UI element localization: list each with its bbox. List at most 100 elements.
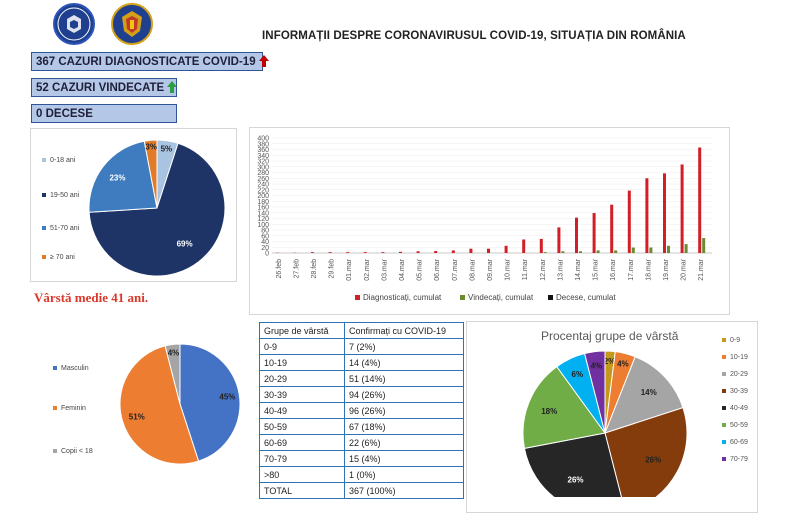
x-tick-label: 03.mar [381, 258, 388, 280]
x-tick-label: 14.mar [575, 258, 582, 280]
x-tick-label: 04.mar [399, 258, 406, 280]
bar-diagnosed [540, 239, 543, 253]
bar-diagnosed [452, 250, 455, 253]
agepct-legend-item: 10-19 [722, 354, 748, 371]
agepct-pie-label-1: 4% [617, 359, 629, 368]
x-tick-label: 07.mar [452, 258, 459, 280]
gender-pie-label-1: 51% [129, 413, 145, 422]
average-age: Vârstă medie 41 ani. [34, 290, 148, 306]
bar-diagnosed [469, 249, 472, 253]
gender-legend-copii: Copii < 18 [53, 448, 93, 455]
bar-diagnosed [329, 252, 332, 253]
table-cell: 0-9 [260, 339, 345, 355]
legend-label: 60-69 [730, 439, 748, 446]
recovered-stat: 52 CAZURI VINDECATE [31, 78, 177, 97]
bar-recovered [614, 250, 617, 253]
table-cell: 94 (26%) [345, 387, 464, 403]
x-tick-label: 09.mar [487, 258, 494, 280]
legend-label: 40-49 [730, 405, 748, 412]
x-tick-label: 28.feb [311, 259, 318, 279]
coat-of-arms-art [113, 5, 151, 43]
deaths-stat: 0 DECESE [31, 104, 177, 123]
arrow-up-green-icon [167, 81, 177, 93]
table-cell: 22 (6%) [345, 435, 464, 451]
age-pie-chart: 5%69%23%3% [80, 133, 255, 283]
bar-diagnosed [434, 251, 437, 253]
deaths-label: 0 DECESE [36, 108, 93, 120]
legend-swatch [722, 440, 726, 444]
agepct-pie-label-2: 14% [641, 388, 657, 397]
bar-diagnosed [557, 227, 560, 253]
agepct-pie-label-6: 6% [572, 370, 584, 379]
gender-legend-feminin: Feminin [53, 405, 86, 412]
bar-diagnosed [311, 252, 314, 253]
x-tick-label: 19.mar [663, 258, 670, 280]
coat-of-arms-logo [111, 3, 153, 45]
bar-recovered [702, 238, 705, 253]
bar-diagnosed [381, 252, 384, 253]
bar-diagnosed [346, 252, 349, 253]
bar-recovered [649, 248, 652, 253]
bar-diagnosed [645, 178, 648, 253]
legend-label: Vindecați, cumulat [468, 293, 534, 302]
gender-pie-label-2: 4% [168, 348, 180, 357]
legend-label: Diagnosticați, cumulat [363, 293, 442, 302]
legend-swatch [722, 355, 726, 359]
x-tick-label: 18.mar [645, 258, 652, 280]
legend-swatch [722, 338, 726, 342]
x-tick-label: 17.mar [628, 258, 635, 280]
bar-diagnosed [610, 205, 613, 253]
legend-swatch [722, 389, 726, 393]
x-tick-label: 08.mar [469, 258, 476, 280]
bar-diagnosed [593, 213, 596, 253]
age-pie-label-1: 69% [177, 240, 193, 249]
legend-swatch [722, 372, 726, 376]
agepct-legend-item: 50-59 [722, 422, 748, 439]
legend-label: 30-39 [730, 388, 748, 395]
bar-diagnosed [663, 173, 666, 253]
bar-diagnosed [399, 252, 402, 253]
bar-diagnosed [505, 246, 508, 253]
agepct-pie-label-3: 26% [645, 455, 661, 464]
table-cell: 70-79 [260, 451, 345, 467]
x-tick-label: 16.mar [610, 258, 617, 280]
bar-recovered [544, 252, 547, 253]
x-tick-label: 21.mar [698, 258, 705, 280]
bar-diagnosed [698, 147, 701, 253]
legend-label: 0-9 [730, 337, 740, 344]
table-cell: Grupe de vârstă [260, 323, 345, 339]
government-logo-art [55, 5, 93, 43]
bar-diagnosed [575, 218, 578, 253]
agepct-legend-item: 0-9 [722, 337, 748, 354]
y-tick-label: 400 [257, 136, 269, 143]
legend-swatch [548, 295, 553, 300]
x-tick-label: 10.mar [505, 258, 512, 280]
table-cell: 15 (4%) [345, 451, 464, 467]
table-cell: 51 (14%) [345, 371, 464, 387]
bar-diagnosed [364, 252, 367, 253]
x-tick-label: 13.mar [557, 258, 564, 280]
x-tick-label: 29.feb [329, 259, 336, 279]
x-tick-label: 15.mar [593, 258, 600, 280]
table-cell: 14 (4%) [345, 355, 464, 371]
agepct-legend-item: 60-69 [722, 439, 748, 456]
bar-recovered [667, 246, 670, 253]
table-cell: 96 (26%) [345, 403, 464, 419]
cumulative-bar-chart: 0204060801001201401601802002202402602803… [250, 128, 728, 313]
table-cell: 1 (0%) [345, 467, 464, 483]
age-legend-51-70: 51-70 ani [42, 225, 79, 232]
recovered-label: 52 CAZURI VINDECATE [36, 82, 164, 94]
table-cell: 67 (18%) [345, 419, 464, 435]
bar-diagnosed [628, 191, 631, 253]
x-tick-label: 06.mar [434, 258, 441, 280]
